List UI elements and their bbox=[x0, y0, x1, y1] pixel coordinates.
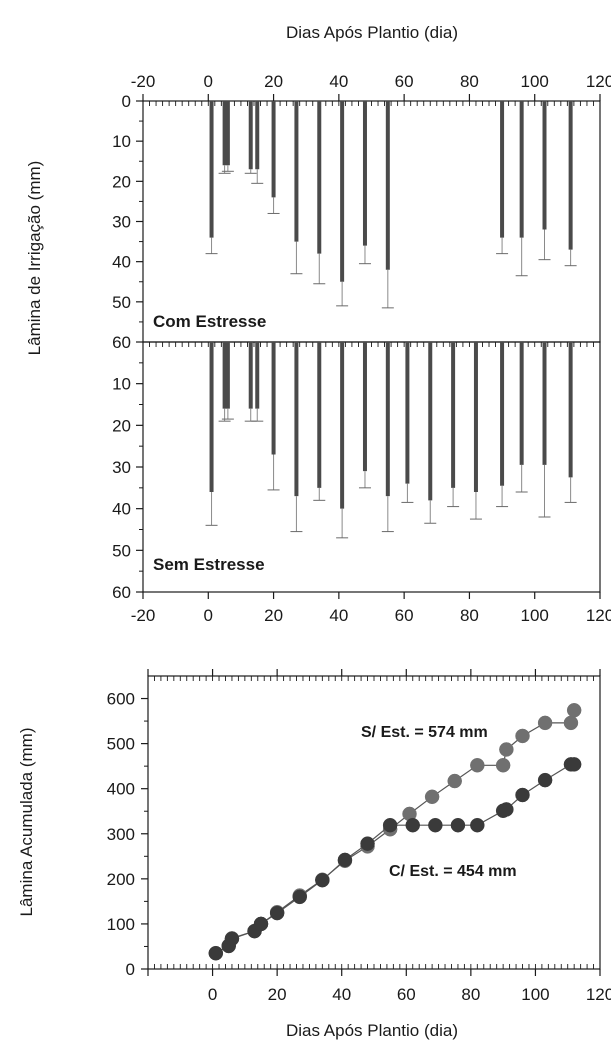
series-1-point bbox=[292, 889, 307, 905]
com-estresse-y-tick-label: 40 bbox=[112, 253, 131, 272]
series-0-point bbox=[424, 789, 440, 805]
series-1-point bbox=[382, 817, 398, 833]
series-0-point bbox=[566, 703, 582, 718]
com-estresse-y-tick-label: 0 bbox=[122, 92, 131, 111]
series-1-point bbox=[537, 772, 553, 788]
com-estresse-y-tick-label: 60 bbox=[112, 333, 131, 352]
series-0-point bbox=[447, 773, 462, 789]
com-estresse-y-tick-label: 50 bbox=[112, 293, 131, 312]
sem-estresse-y-tick-label: 20 bbox=[112, 416, 131, 435]
sem-estresse-y-tick-label: 30 bbox=[112, 458, 131, 477]
series-1-point bbox=[450, 817, 466, 833]
annotation-com-estresse-total: C/ Est. = 454 mm bbox=[389, 863, 517, 880]
cumulative-y-tick-label: 500 bbox=[107, 735, 135, 754]
sem-estresse-x-tick-label-bottom: 60 bbox=[395, 606, 414, 625]
series-1-point bbox=[208, 945, 224, 961]
sem-estresse-x-tick-label-bottom: 100 bbox=[521, 606, 549, 625]
sem-estresse-x-tick-label-bottom: 120 bbox=[586, 606, 611, 625]
cumulative-y-tick-label: 100 bbox=[107, 915, 135, 934]
cumulative-x-tick-label: 120 bbox=[586, 985, 611, 1004]
cumulative-y-tick-label: 300 bbox=[107, 825, 135, 844]
com-estresse-x-tick-label-top: 120 bbox=[586, 72, 611, 91]
com-estresse-x-tick-label-top: 60 bbox=[395, 72, 414, 91]
sem-estresse-x-tick-label-bottom: -20 bbox=[131, 606, 156, 625]
irrigation-y-axis-title: Lâmina de Irrigação (mm) bbox=[25, 161, 44, 356]
cumulative-y-axis-title: Lâmina Acumulada (mm) bbox=[17, 728, 36, 917]
cumulative-x-tick-label: 20 bbox=[268, 985, 287, 1004]
series-0-point bbox=[470, 758, 485, 773]
bottom-x-axis-title: Dias Após Plantio (dia) bbox=[286, 1021, 458, 1040]
series-1-point bbox=[269, 905, 285, 921]
sem-estresse-x-tick-label-bottom: 0 bbox=[204, 606, 213, 625]
sem-estresse-x-tick-label-bottom: 40 bbox=[329, 606, 348, 625]
panel-label-com-estresse: Com Estresse bbox=[153, 312, 266, 331]
com-estresse-x-tick-label-top: 100 bbox=[521, 72, 549, 91]
com-estresse-y-tick-label: 30 bbox=[112, 213, 131, 232]
panel-cumulative-frame bbox=[147, 675, 601, 970]
series-1-point bbox=[499, 802, 514, 817]
sem-estresse-x-tick-label-bottom: 80 bbox=[460, 606, 479, 625]
series-0-point bbox=[499, 742, 514, 757]
cumulative-y-tick-label: 600 bbox=[107, 690, 135, 709]
com-estresse-x-tick-label-top: 80 bbox=[460, 72, 479, 91]
series-0-point bbox=[537, 715, 553, 731]
com-estresse-y-tick-label: 10 bbox=[112, 132, 131, 151]
cumulative-y-tick-label: 400 bbox=[107, 780, 135, 799]
sem-estresse-x-tick-label-bottom: 20 bbox=[264, 606, 283, 625]
series-1-point bbox=[566, 757, 582, 772]
cumulative-x-tick-label: 80 bbox=[461, 985, 480, 1004]
series-1-point bbox=[428, 817, 443, 833]
series-1-point bbox=[315, 872, 330, 888]
series-1-point bbox=[515, 787, 530, 803]
sem-estresse-y-tick-label: 50 bbox=[112, 541, 131, 560]
sem-estresse-y-tick-label: 10 bbox=[112, 375, 131, 394]
cumulative-y-tick-label: 0 bbox=[126, 960, 135, 979]
series-1-point bbox=[405, 817, 420, 833]
series-1-point bbox=[224, 931, 240, 947]
com-estresse-x-tick-label-top: 40 bbox=[329, 72, 348, 91]
cumulative-x-tick-label: 0 bbox=[208, 985, 217, 1004]
panel-cumulative-marks: 0 100 200 300 400 500 600 0 20 40 60 80 100 120 bbox=[107, 669, 611, 1004]
series-1-point bbox=[253, 916, 269, 932]
series-0-point bbox=[495, 758, 511, 773]
cumulative-x-tick-label: 60 bbox=[397, 985, 416, 1004]
com-estresse-y-tick-label: 20 bbox=[112, 172, 131, 191]
sem-estresse-y-tick-label: 40 bbox=[112, 500, 131, 519]
cumulative-y-tick-label: 200 bbox=[107, 870, 135, 889]
panel-label-sem-estresse: Sem Estresse bbox=[153, 555, 265, 574]
series-1-point bbox=[337, 852, 353, 868]
cumulative-x-tick-label: 100 bbox=[521, 985, 549, 1004]
com-estresse-x-tick-label-top: 0 bbox=[204, 72, 213, 91]
series-1-point bbox=[360, 836, 375, 851]
annotation-sem-estresse-total: S/ Est. = 574 mm bbox=[361, 724, 488, 741]
series-1-point bbox=[470, 817, 485, 833]
sem-estresse-y-tick-label: 60 bbox=[112, 583, 131, 602]
com-estresse-x-tick-label-top: -20 bbox=[131, 72, 156, 91]
series-0-point bbox=[515, 728, 530, 744]
com-estresse-x-tick-label-top: 20 bbox=[264, 72, 283, 91]
cumulative-x-tick-label: 40 bbox=[332, 985, 351, 1004]
top-x-axis-title: Dias Após Plantio (dia) bbox=[286, 23, 458, 42]
series-0-point bbox=[563, 715, 579, 731]
